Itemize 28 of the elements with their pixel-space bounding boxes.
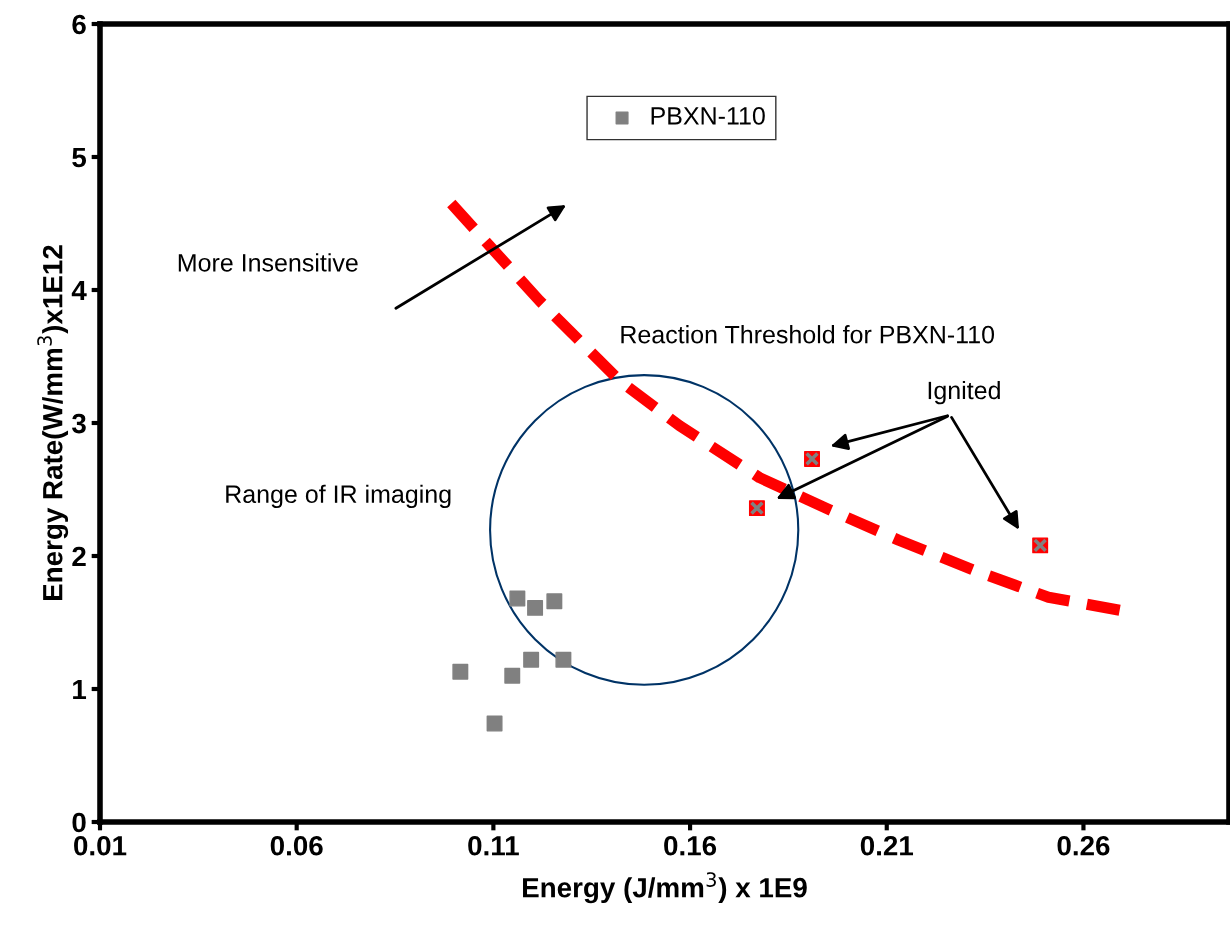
point [486,715,503,732]
point [527,599,544,616]
y-tick-label: 0 [72,812,86,833]
y-tick-label: 6 [72,14,86,35]
point [523,651,540,668]
x-tick-label: 0.11 [468,835,519,856]
x-tick-label: 0.21 [860,835,914,856]
point [509,590,526,607]
y-tick-label: 5 [72,147,87,168]
annotation: More Insensitive [178,253,358,272]
y-tick-label: 1 [73,679,87,700]
annotation: Reaction Threshold for PBXN-110 [621,325,995,344]
point [555,651,572,668]
y-axis-title: Energy Rate(W/mm$^{3}$)x1E12 [37,245,69,601]
y-tick-label: 3 [72,413,86,434]
point [504,667,521,684]
y-tick-label: 2 [72,546,86,567]
x-tick-label: 0.26 [1057,835,1110,856]
annotation: Ignited [928,380,1000,405]
x-axis-title: Energy (J/mm$^{3}$) x 1E9 [523,872,807,904]
y-tick-label: 4 [71,280,87,301]
x-tick-label: 0.16 [664,835,717,856]
x-tick-label: 0.06 [270,835,323,856]
legend-label: PBXN-110 [651,107,765,125]
point [546,593,563,610]
annotation: Range of IR imaging [226,484,451,508]
x-tick-label: 0.01 [74,835,127,856]
point [452,663,469,680]
